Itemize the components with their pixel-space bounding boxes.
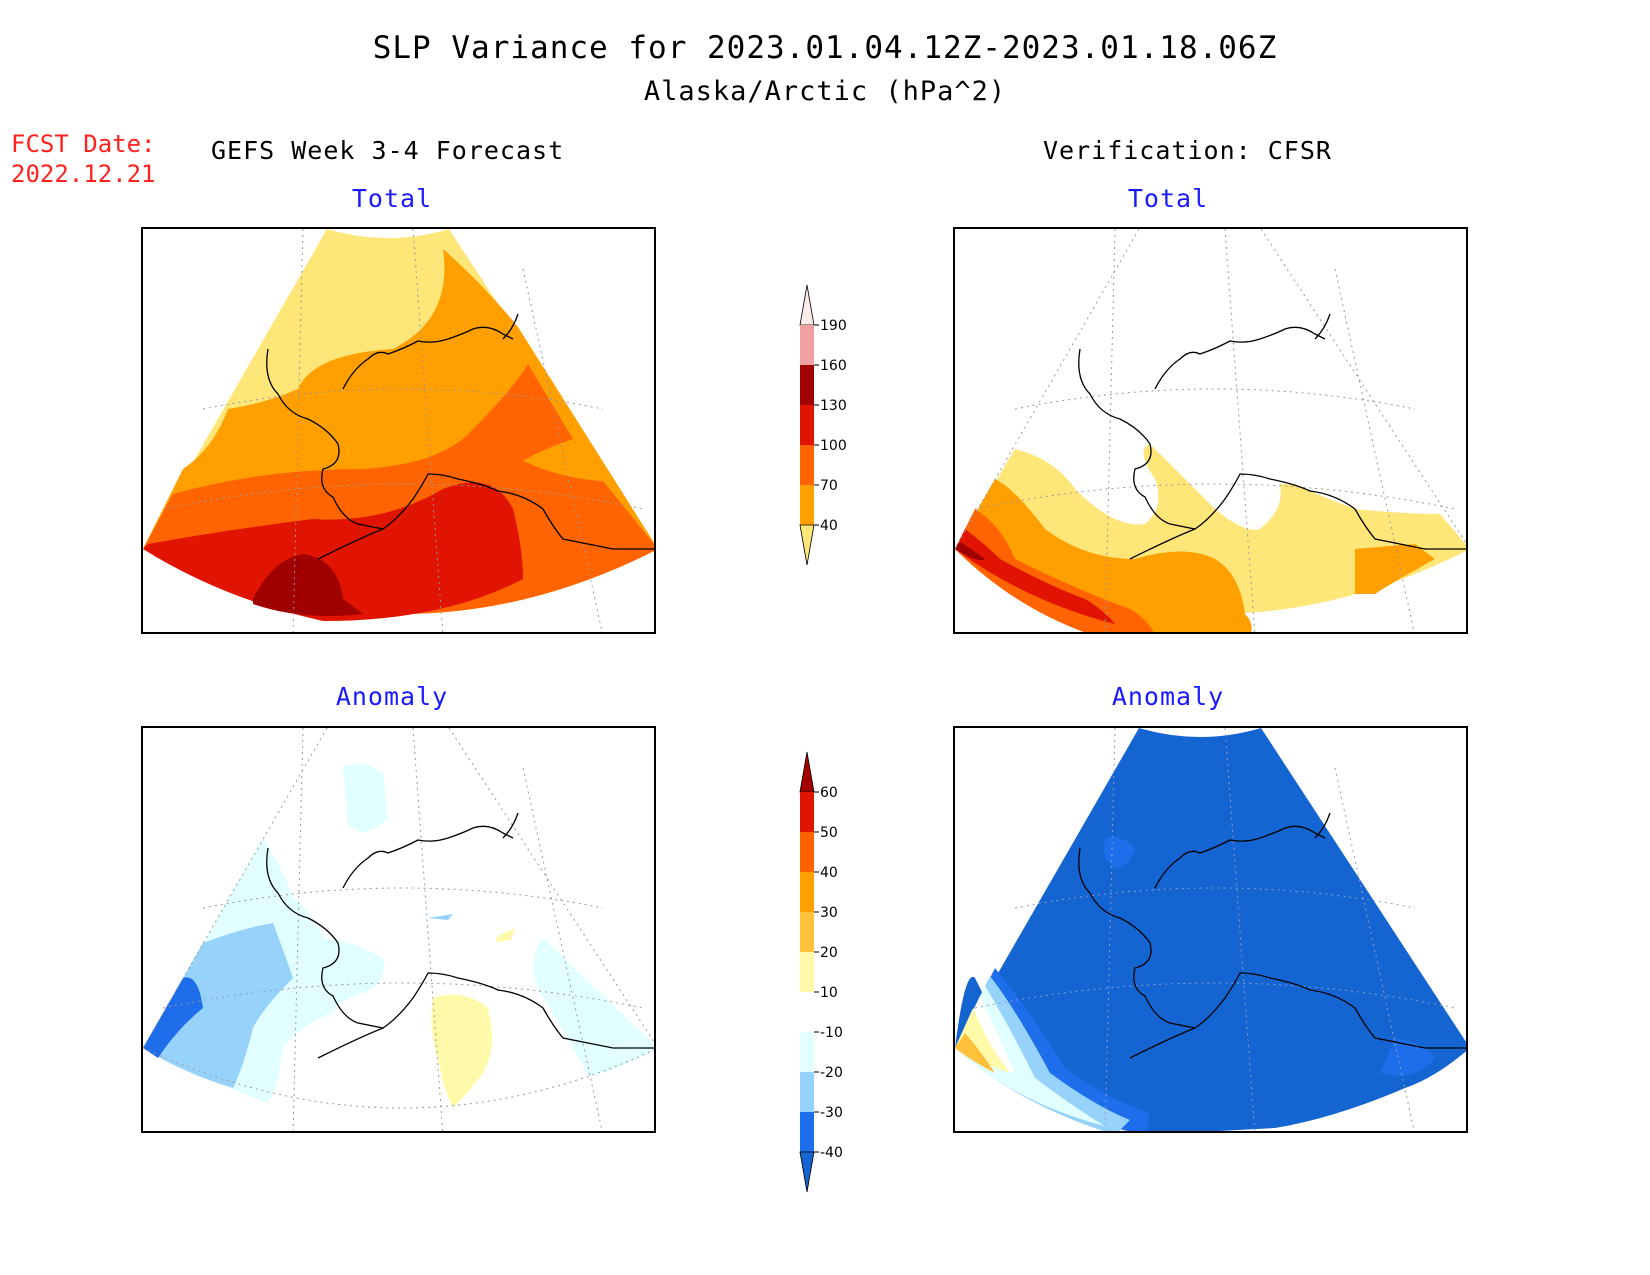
colorbar-tick-label: 190 [820, 318, 847, 334]
colorbar-tick-label: 30 [820, 905, 838, 921]
colorbar-swatch [799, 1151, 815, 1193]
fcst-date-value: 2022.12.21 [11, 160, 156, 188]
colorbar-swatch [800, 872, 814, 912]
colorbar-swatch [800, 485, 814, 525]
map-forecast-total [141, 227, 656, 634]
map-verification-anomaly [953, 726, 1468, 1133]
fill-regions [143, 764, 654, 1108]
graticule [955, 229, 1466, 632]
colorbar-tick-label: -40 [820, 1145, 843, 1161]
colorbar-total: 40 70 100 130 160 190 [799, 284, 880, 619]
colorbar-tick-label: 70 [820, 478, 838, 494]
fill-regions [143, 229, 654, 621]
colorbar-tick-label: 60 [820, 785, 838, 801]
panel-title-forecast-total: Total [351, 184, 433, 213]
forecast-column-title: GEFS Week 3-4 Forecast [211, 136, 565, 165]
fill-regions [955, 728, 1466, 1131]
coastline [266, 812, 654, 1059]
colorbar-tick-label: 40 [820, 865, 838, 881]
verification-column-title: Verification: CFSR [1043, 136, 1332, 165]
colorbar-swatch [800, 1072, 814, 1112]
colorbar-swatch [799, 284, 815, 326]
graticule [974, 728, 1456, 1131]
colorbar-tick-label: 40 [820, 518, 838, 534]
colorbar-tick-label: 130 [820, 398, 847, 414]
colorbar-total-svg: 40 70 100 130 160 190 [799, 284, 847, 566]
colorbar-swatch [800, 952, 814, 992]
colorbar-anomaly-svg: -40 -30 -20 -10 10 20 30 40 50 60 [799, 751, 843, 1193]
graticule [143, 728, 654, 1131]
colorbar-swatch [800, 832, 814, 872]
colorbar-swatch [800, 912, 814, 952]
map-verification-total [953, 227, 1468, 634]
colorbar-tick-label: 20 [820, 945, 838, 961]
coastline [1078, 812, 1466, 1059]
colorbar-swatch [800, 405, 814, 445]
colorbar-swatch [800, 1032, 814, 1072]
colorbar-swatch [800, 325, 814, 365]
colorbar-tick-label: 100 [820, 438, 847, 454]
coastline [266, 313, 654, 560]
graticule [162, 229, 644, 632]
main-title: SLP Variance for 2023.01.04.12Z-2023.01.… [372, 30, 1278, 66]
panel-title-verification-total: Total [1127, 184, 1209, 213]
colorbar-tick-label: 160 [820, 358, 847, 374]
colorbar-tick-label: -30 [820, 1105, 843, 1121]
colorbar-swatch [800, 365, 814, 405]
panel-title-forecast-anomaly: Anomaly [335, 682, 449, 711]
main-subtitle: Alaska/Arctic (hPa^2) [643, 76, 1007, 107]
colorbar-tick-label: -10 [820, 1025, 843, 1041]
map-forecast-anomaly [141, 726, 656, 1133]
colorbar-tick-label: -20 [820, 1065, 843, 1081]
colorbar-swatch [800, 792, 814, 832]
colorbar-swatch [799, 524, 815, 566]
colorbar-swatch [800, 1112, 814, 1152]
panel-title-verification-anomaly: Anomaly [1111, 682, 1225, 711]
colorbar-tick-label: 50 [820, 825, 838, 841]
colorbar-swatch [800, 992, 814, 1032]
colorbar-swatch [800, 445, 814, 485]
fcst-date-label: FCST Date: [11, 130, 156, 158]
colorbar-tick-label: 10 [820, 985, 838, 1001]
fill-regions [955, 444, 1466, 632]
colorbar-anomaly: -40 -30 -20 -10 10 20 30 40 50 60 [799, 751, 880, 1206]
colorbar-swatch [799, 751, 815, 793]
coastline [1078, 313, 1466, 560]
